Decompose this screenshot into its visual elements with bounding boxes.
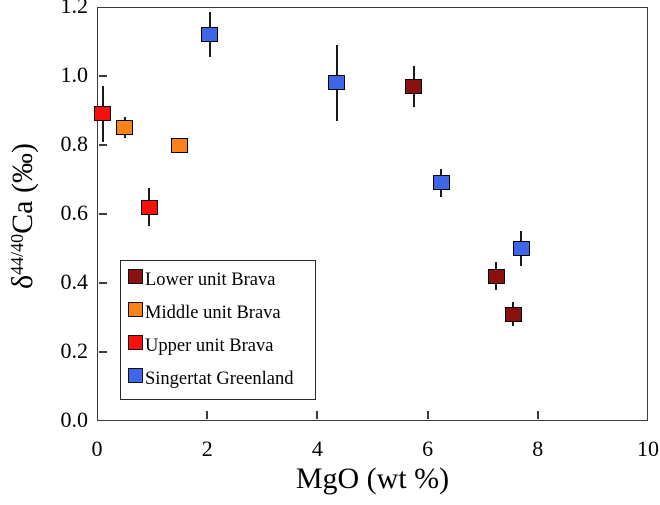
legend-item: Lower unit Brava bbox=[128, 269, 315, 291]
x-tick-label: 4 bbox=[311, 436, 323, 461]
x-tick-mark bbox=[426, 411, 429, 420]
y-tick-label: 0.2 bbox=[60, 337, 89, 363]
y-axis-label-superscript: 44/40 bbox=[7, 233, 27, 275]
data-point bbox=[94, 106, 111, 122]
legend-item-label: Singertat Greenland bbox=[145, 369, 294, 390]
data-point bbox=[512, 241, 530, 256]
y-tick-mark bbox=[98, 213, 107, 215]
legend: Lower unit Brava Middle unit Brava Upper u… bbox=[120, 260, 316, 400]
y-tick-mark bbox=[98, 351, 107, 353]
x-tick-label: 6 bbox=[422, 436, 434, 461]
data-point bbox=[116, 120, 134, 136]
legend-swatch-icon bbox=[128, 335, 143, 350]
y-tick-label: 0.0 bbox=[60, 406, 89, 432]
x-tick-label: 8 bbox=[532, 436, 544, 461]
y-tick-label: 1.2 bbox=[60, 0, 89, 18]
data-point bbox=[328, 75, 346, 91]
legend-item-label: Middle unit Brava bbox=[145, 303, 281, 324]
y-tick-label: 1.0 bbox=[60, 61, 89, 87]
y-tick-mark bbox=[98, 282, 107, 284]
data-point bbox=[140, 199, 158, 215]
x-tick-label: 0 bbox=[91, 436, 103, 461]
legend-swatch-icon bbox=[128, 302, 143, 317]
legend-item-label: Upper unit Brava bbox=[145, 336, 274, 357]
data-point bbox=[487, 268, 505, 284]
x-tick-mark bbox=[316, 411, 319, 420]
x-tick-label: 2 bbox=[201, 436, 213, 461]
x-tick-label: 10 bbox=[637, 436, 659, 461]
y-tick-label: 0.6 bbox=[60, 199, 89, 225]
y-tick-mark bbox=[98, 75, 107, 77]
legend-item: Middle unit Brava bbox=[128, 302, 315, 324]
data-point bbox=[171, 137, 189, 153]
x-tick-mark bbox=[206, 411, 209, 420]
data-point bbox=[432, 175, 450, 191]
legend-item: Upper unit Brava bbox=[128, 335, 315, 357]
y-tick-mark bbox=[98, 144, 107, 146]
y-tick-label: 0.4 bbox=[60, 268, 89, 294]
x-axis-label: MgO (wt %) bbox=[295, 462, 450, 495]
legend-swatch-icon bbox=[128, 269, 143, 284]
legend-item: Singertat Greenland bbox=[128, 368, 315, 390]
y-tick-label: 0.8 bbox=[60, 130, 89, 156]
data-point bbox=[405, 78, 423, 94]
data-point bbox=[201, 27, 219, 43]
legend-item-label: Lower unit Brava bbox=[145, 270, 276, 291]
legend-swatch-icon bbox=[128, 368, 143, 383]
x-tick-mark bbox=[536, 411, 539, 420]
data-point bbox=[504, 306, 522, 322]
